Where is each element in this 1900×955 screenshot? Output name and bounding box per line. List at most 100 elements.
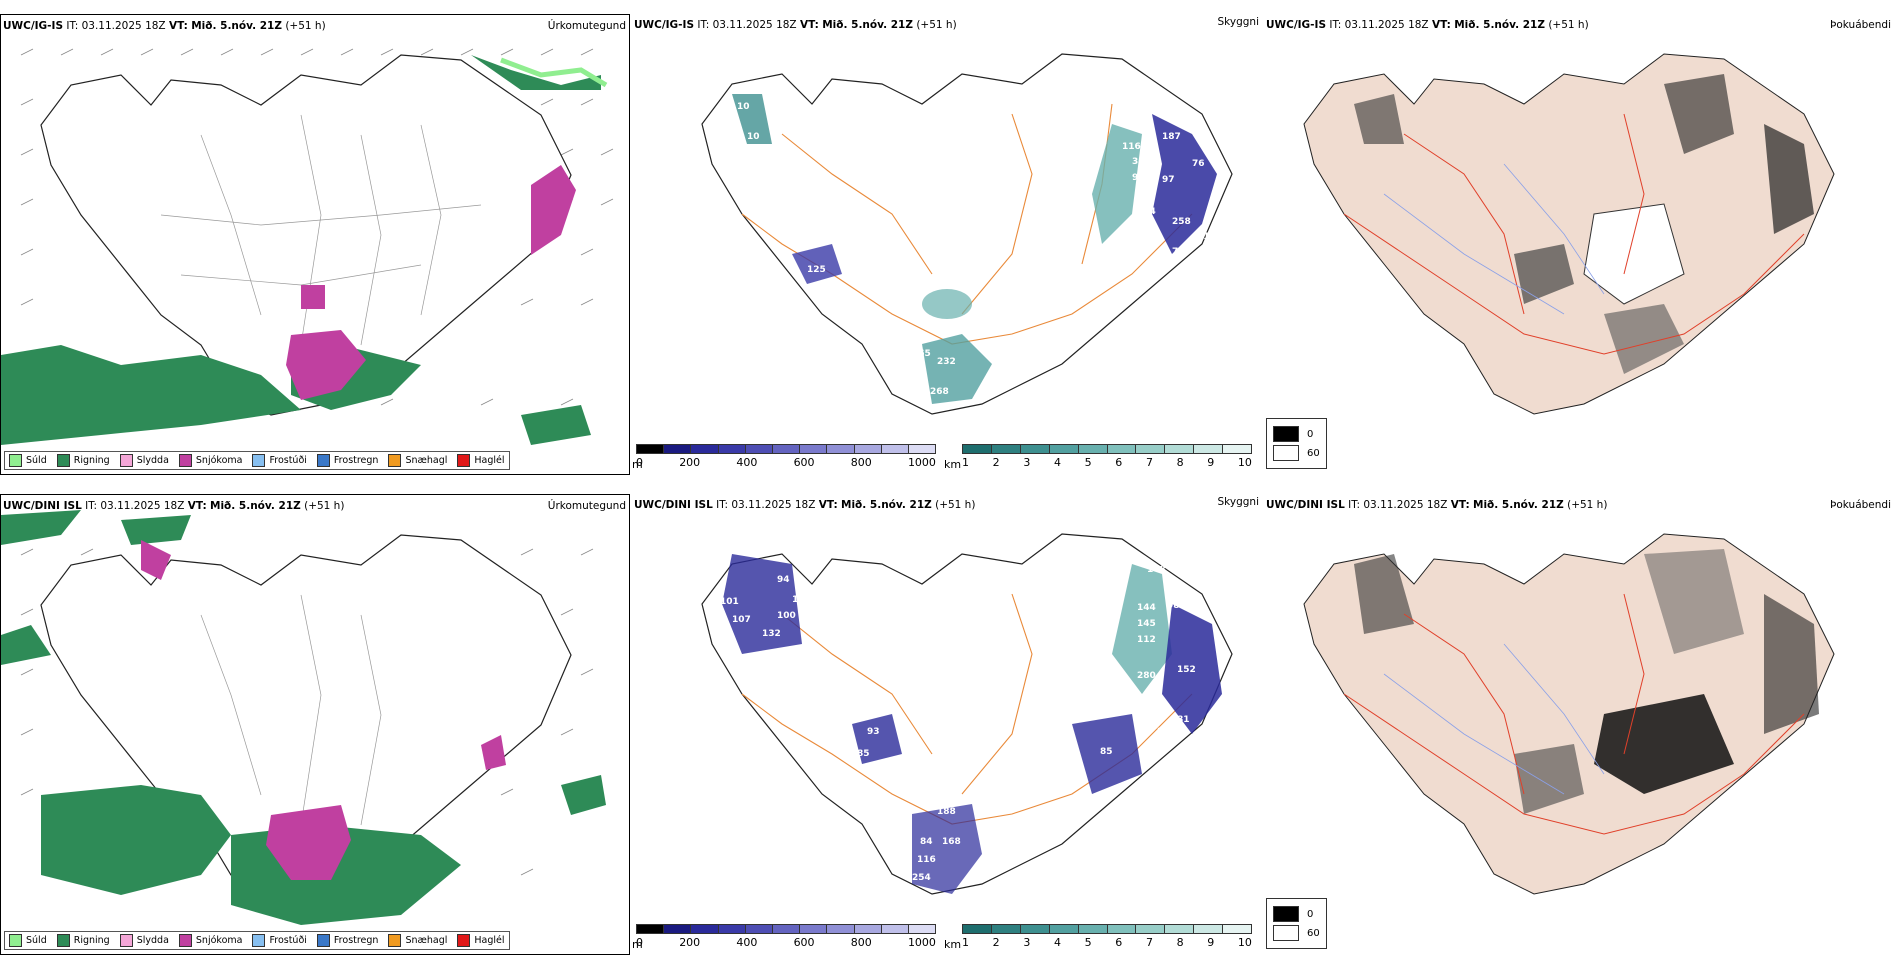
colorbar-step	[664, 925, 692, 933]
colorbar-unit: m	[632, 458, 643, 471]
legend-item: 60	[1273, 445, 1320, 461]
vis-label: 98	[1132, 173, 1145, 183]
colorbar-swatches	[962, 924, 1252, 934]
colorbar-swatches	[636, 444, 936, 454]
vis-label: 107	[732, 615, 751, 625]
legend-item: Slydda	[119, 454, 169, 467]
colorbar-step	[800, 925, 828, 933]
colorbar-step	[800, 445, 828, 453]
legend-item: Rigning	[56, 934, 110, 947]
vis-label: 97	[1162, 175, 1175, 185]
panel-precip-type-igis: UWC/IG-IS IT: 03.11.2025 18Z VT: Mið. 5.…	[0, 14, 630, 475]
legend-swatch	[119, 934, 133, 947]
vis-label: 117	[1197, 232, 1216, 242]
visibility-km-colorbar: 1 2 3 4 5 6 7 8 9 10 km	[944, 444, 1252, 471]
vis-label: 116	[792, 595, 811, 605]
iceland-map	[1, 48, 614, 445]
legend-swatch	[1273, 925, 1299, 941]
visibility-m-colorbar: 0 200 400 600 800 1000 m	[632, 444, 936, 471]
colorbar-step	[1107, 925, 1137, 933]
legend-item: 60	[1273, 925, 1320, 941]
colorbar-step	[745, 925, 773, 933]
legend-swatch	[1273, 906, 1299, 922]
panel-header: UWC/IG-IS IT: 03.11.2025 18Z VT: Mið. 5.…	[3, 20, 326, 32]
colorbar-step	[827, 445, 855, 453]
colorbar-step	[1107, 445, 1137, 453]
colorbar-step	[1194, 925, 1224, 933]
colorbar-step	[691, 445, 719, 453]
colorbar-unit: km	[944, 938, 962, 951]
colorbar-step	[1136, 445, 1166, 453]
vis-label: 268	[930, 387, 949, 397]
colorbar-step	[745, 445, 773, 453]
legend-item: Frostúði	[252, 454, 307, 467]
panel-precip-type-dini: UWC/DINI ISL IT: 03.11.2025 18Z VT: Mið.…	[0, 494, 630, 955]
vis-label: 265	[912, 349, 931, 359]
vis-label: 112	[1137, 635, 1156, 645]
colorbar-step	[718, 925, 746, 933]
legend-swatch	[316, 934, 330, 947]
colorbar-step	[908, 925, 936, 933]
colorbar-step	[1165, 445, 1195, 453]
vis-label: 116	[1122, 142, 1141, 152]
vis-label: 144	[890, 847, 909, 857]
visibility-value-labels: 148 94 101 116 107 100 132 144 98 145 11…	[720, 565, 1196, 883]
colorbar-ticks: 0 200 400 600 800 1000	[636, 456, 936, 469]
fog-index-legend: 0 60	[1266, 898, 1327, 949]
legend-swatch	[1273, 445, 1299, 461]
colorbar-step	[1078, 925, 1108, 933]
iceland-map	[1303, 533, 1835, 895]
vis-label: 101	[720, 597, 739, 607]
legend-swatch	[56, 934, 70, 947]
colorbar-ticks: 0 200 400 600 800 1000	[636, 936, 936, 949]
legend-item: Snjókoma	[178, 934, 242, 947]
vis-label: 148	[1147, 565, 1166, 575]
vis-label: 152	[1177, 665, 1196, 675]
vis-label: 132	[762, 629, 781, 639]
colorbar-ticks: 1 2 3 4 5 6 7 8 9 10	[962, 456, 1252, 469]
vis-label: 81	[1177, 715, 1190, 725]
colorbar-step	[1223, 445, 1252, 453]
legend-item: Frostregn	[316, 454, 378, 467]
vis-label: 98	[1167, 601, 1180, 611]
colorbar-step	[772, 445, 801, 453]
legend-swatch	[178, 934, 192, 947]
colorbar-unit: km	[944, 458, 962, 471]
legend-item: Haglél	[457, 454, 505, 467]
iceland-map: 10 10 116 187 318 98 97 76 234 258 74 11…	[701, 53, 1233, 415]
colorbar-swatches	[636, 924, 936, 934]
vis-label: 10	[737, 102, 750, 112]
colorbar-step	[1049, 445, 1079, 453]
colorbar-step	[881, 445, 909, 453]
legend-item: Súld	[9, 454, 47, 467]
iceland-map: 148 94 101 116 107 100 132 144 98 145 11…	[701, 533, 1233, 895]
vis-label: 84	[920, 837, 933, 847]
vis-label: 280	[1137, 671, 1156, 681]
colorbar-step	[963, 445, 992, 453]
legend-swatch	[252, 934, 266, 947]
colorbar-step	[1194, 445, 1224, 453]
vis-label: 100	[777, 611, 796, 621]
vis-label: 85	[1100, 747, 1113, 757]
legend-item: Frostúði	[252, 934, 307, 947]
colorbar-step	[854, 445, 882, 453]
panel-title: Skyggni	[1217, 496, 1260, 508]
vis-label: 116	[917, 855, 936, 865]
panel-visibility-igis: UWC/IG-IS IT: 03.11.2025 18Z VT: Mið. 5.…	[632, 14, 1262, 475]
colorbar-step	[1049, 925, 1079, 933]
legend-item: Snæhagl	[388, 934, 447, 947]
panel-header: UWC/IG-IS IT: 03.11.2025 18Z VT: Mið. 5.…	[634, 19, 957, 31]
legend-swatch	[1273, 426, 1299, 442]
iceland-map	[1303, 53, 1835, 415]
legend-swatch	[9, 454, 22, 467]
colorbar-step	[991, 925, 1021, 933]
legend-item: 0	[1273, 426, 1320, 442]
legend-item: Snæhagl	[388, 454, 447, 467]
panel-fog-index-igis: UWC/IG-IS IT: 03.11.2025 18Z VT: Mið. 5.…	[1264, 14, 1894, 475]
legend-swatch	[388, 934, 402, 947]
colorbar-step	[881, 925, 909, 933]
legend-item: Slydda	[119, 934, 169, 947]
panel-header: UWC/DINI ISL IT: 03.11.2025 18Z VT: Mið.…	[1266, 499, 1608, 511]
legend-item: Rigning	[56, 454, 110, 467]
colorbar-step	[827, 925, 855, 933]
